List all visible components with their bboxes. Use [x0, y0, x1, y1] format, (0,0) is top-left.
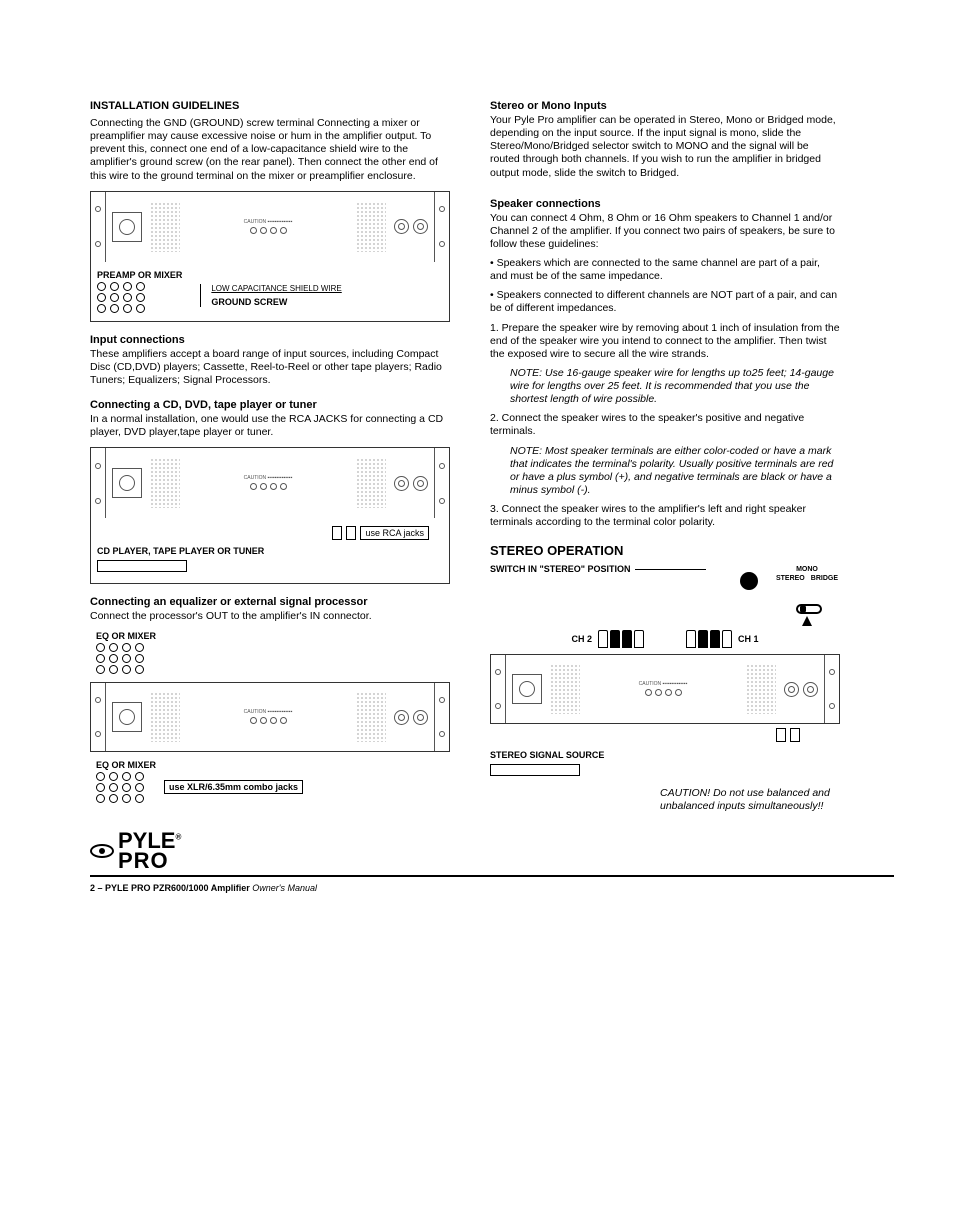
speaker-body-1: You can connect 4 Ohm, 8 Ohm or 16 Ohm s…: [490, 212, 840, 251]
stereo-mono-heading: Stereo or Mono Inputs: [490, 100, 840, 112]
caution-text: CAUTION! Do not use balanced and unbalan…: [660, 787, 840, 813]
cd-body: In a normal installation, one would use …: [90, 413, 450, 439]
stereo-mono-body: Your Pyle Pro amplifier can be operated …: [490, 114, 840, 180]
vent-grille-icon: [356, 202, 386, 252]
shield-wire-label: LOW CAPACITANCE SHIELD WIRE: [211, 284, 341, 293]
rear-panel-illustration: CAUTION ▪▪▪▪▪▪▪▪▪▪▪▪▪▪: [91, 192, 449, 262]
pyle-pro-logo: PYLE®PRO: [90, 831, 450, 871]
installation-body: Connecting the GND (GROUND) screw termin…: [90, 117, 450, 183]
switch-position-label: SWITCH IN "STEREO" POSITION: [490, 564, 631, 574]
footer-page: 2 – PYLE PRO PZR600/1000 Amplifier: [90, 883, 250, 893]
input-conn-body: These amplifiers accept a board range of…: [90, 348, 450, 387]
logo-eye-icon: [90, 844, 114, 858]
knob-icon: [740, 572, 758, 590]
selector-switch-icon: [796, 604, 822, 614]
input-conn-heading: Input connections: [90, 334, 450, 346]
speaker-step-2: 2. Connect the speaker wires to the spea…: [490, 412, 840, 438]
arrow-up-icon: [802, 616, 812, 626]
page-footer: 2 – PYLE PRO PZR600/1000 Amplifier Owner…: [90, 875, 894, 893]
ch2-label: CH 2: [571, 634, 592, 644]
xlr-jack-icon: [394, 219, 409, 234]
xlr-jack-icon: [413, 219, 428, 234]
speaker-step-1: 1. Prepare the speaker wire by removing …: [490, 322, 840, 361]
preamp-mixer-label: PREAMP OR MIXER: [97, 270, 182, 280]
cd-player-label: CD PLAYER, TAPE PLAYER OR TUNER: [97, 546, 449, 556]
speaker-note-2: NOTE: Most speaker terminals are either …: [510, 445, 840, 498]
diagram-rca: CAUTION ▪▪▪▪▪▪▪▪▪▪▪▪▪▪ use RCA jacks CD …: [90, 447, 450, 584]
installation-heading: INSTALLATION GUIDELINES: [90, 100, 450, 112]
left-column: INSTALLATION GUIDELINES Connecting the G…: [90, 100, 450, 871]
mixer-jacks-icon: [97, 282, 182, 313]
footer-manual: Owner's Manual: [250, 883, 317, 893]
mono-label: MONO: [776, 566, 838, 573]
eq-heading: Connecting an equalizer or external sign…: [90, 596, 450, 608]
eq-mixer-label-top: EQ OR MIXER: [96, 631, 450, 641]
page-columns: INSTALLATION GUIDELINES Connecting the G…: [90, 100, 894, 871]
stereo-label: STEREO: [776, 575, 805, 582]
speaker-conn-heading: Speaker connections: [490, 198, 840, 210]
right-column: Stereo or Mono Inputs Your Pyle Pro ampl…: [490, 100, 840, 871]
speaker-note-1: NOTE: Use 16-gauge speaker wire for leng…: [510, 367, 840, 406]
cd-heading: Connecting a CD, DVD, tape player or tun…: [90, 399, 450, 411]
rca-callout: use RCA jacks: [360, 526, 429, 540]
ground-screw-label: GROUND SCREW: [211, 297, 341, 307]
binding-posts-ch2-icon: [598, 630, 644, 648]
vent-grille-icon: [150, 202, 180, 252]
ch1-label: CH 1: [738, 634, 759, 644]
source-box-icon: [490, 764, 580, 776]
stereo-operation-section: STEREO OPERATION SWITCH IN "STEREO" POSI…: [490, 543, 840, 813]
speaker-step-3: 3. Connect the speaker wires to the ampl…: [490, 503, 840, 529]
binding-posts-ch1-icon: [686, 630, 732, 648]
speaker-body-2: • Speakers which are connected to the sa…: [490, 257, 840, 283]
fan-icon: [112, 212, 142, 242]
xlr-callout: use XLR/6.35mm combo jacks: [164, 780, 303, 794]
diagram-ground: CAUTION ▪▪▪▪▪▪▪▪▪▪▪▪▪▪ PREAMP OR MIXER: [90, 191, 450, 322]
speaker-body-3: • Speakers connected to different channe…: [490, 289, 840, 315]
source-box-icon: [97, 560, 187, 572]
stereo-op-heading: STEREO OPERATION: [490, 543, 840, 558]
switch-detail-illustration: MONO STEREO BRIDGE: [710, 564, 840, 626]
diagram-eq: EQ OR MIXER CAUTION ▪▪▪▪▪▪▪▪▪▪▪▪▪▪: [90, 631, 450, 811]
bridge-label: BRIDGE: [811, 575, 838, 582]
eq-body: Connect the processor's OUT to the ampli…: [90, 610, 450, 623]
signal-source-label: STEREO SIGNAL SOURCE: [490, 750, 840, 760]
eq-mixer-label-bottom: EQ OR MIXER: [96, 760, 450, 770]
